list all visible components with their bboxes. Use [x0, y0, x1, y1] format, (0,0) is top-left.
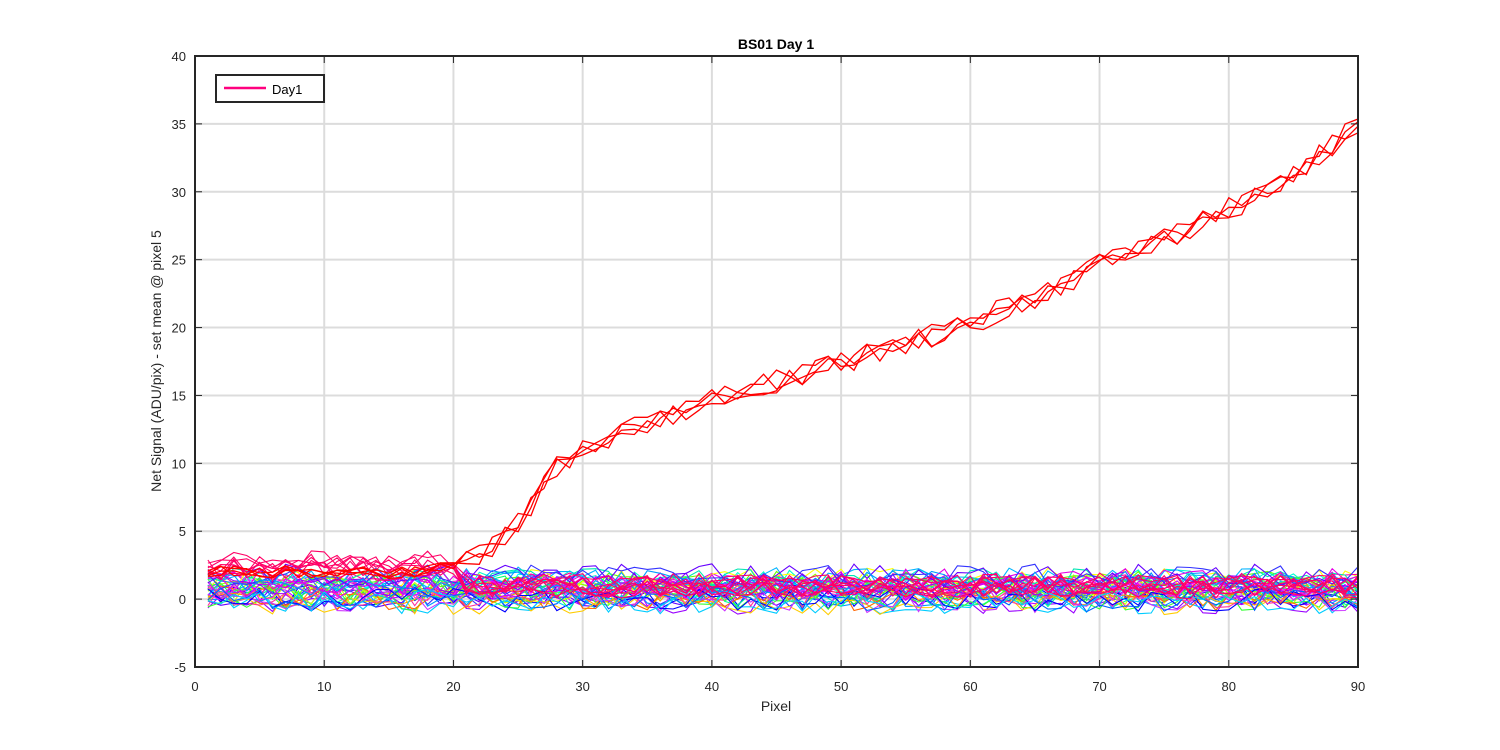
hot-series-line — [207, 554, 1359, 597]
hot-series-line — [207, 550, 1359, 596]
x-tick-label: 10 — [317, 679, 331, 694]
flat-series-line — [207, 589, 1359, 615]
y-tick-label: 40 — [172, 49, 186, 64]
flat-series-line — [207, 576, 1359, 602]
rising-series-line — [207, 121, 1359, 579]
chart-title: BS01 Day 1 — [738, 36, 814, 52]
x-axis-label: Pixel — [761, 698, 791, 714]
x-tick-label: 0 — [191, 679, 198, 694]
plot-background — [195, 56, 1358, 667]
y-tick-label: 0 — [179, 592, 186, 607]
flat-series-line — [207, 587, 1359, 613]
flat-series-line — [207, 563, 1359, 590]
y-tick-label: 25 — [172, 253, 186, 268]
legend: Day1 — [215, 74, 325, 103]
x-tick-label: 40 — [705, 679, 719, 694]
y-axis-ticks: -5 0 5 10 15 20 25 30 35 40 — [172, 49, 1358, 675]
y-tick-label: 5 — [179, 524, 186, 539]
y-axis-label: Net Signal (ADU/pix) - set mean @ pixel … — [148, 230, 164, 492]
rising-series-line — [207, 132, 1359, 580]
x-tick-label: 20 — [446, 679, 460, 694]
hot-series-line — [207, 553, 1359, 597]
x-axis-ticks: 0 10 20 30 40 50 60 70 80 90 — [191, 56, 1365, 694]
x-tick-label: 90 — [1351, 679, 1365, 694]
y-tick-label: 20 — [172, 321, 186, 336]
legend-entry-day1: Day1 — [272, 82, 302, 97]
x-tick-label: 70 — [1092, 679, 1106, 694]
plot-frame — [194, 55, 1359, 668]
flat-series-line — [207, 575, 1359, 601]
x-tick-label: 50 — [834, 679, 848, 694]
y-tick-label: -5 — [174, 660, 186, 675]
hot-series-line — [207, 559, 1359, 599]
y-tick-label: 10 — [172, 456, 186, 471]
x-tick-label: 30 — [575, 679, 589, 694]
flat-series-line — [207, 586, 1359, 613]
y-tick-label: 30 — [172, 185, 186, 200]
x-tick-label: 80 — [1222, 679, 1236, 694]
rising-series-group — [207, 118, 1359, 580]
x-tick-label: 60 — [963, 679, 977, 694]
y-tick-label: 15 — [172, 388, 186, 403]
rising-series-line — [207, 125, 1359, 579]
y-tick-label: 35 — [172, 117, 186, 132]
